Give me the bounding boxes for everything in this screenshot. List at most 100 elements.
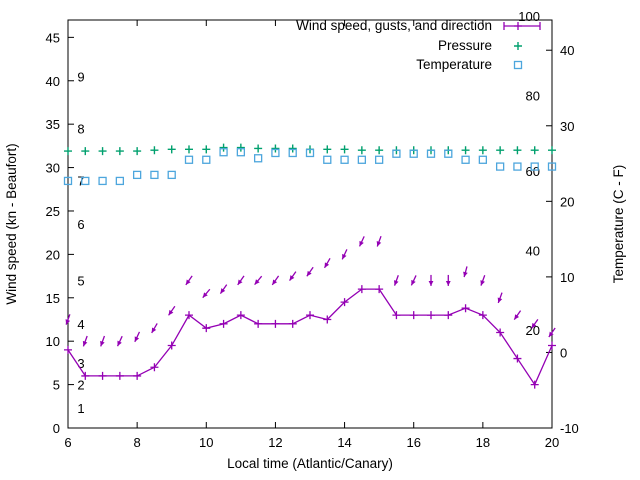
pressure-point bbox=[167, 145, 176, 154]
wind-speed-point bbox=[392, 311, 401, 320]
temperature-point bbox=[392, 149, 401, 158]
pressure-point bbox=[219, 143, 228, 152]
arrow-head bbox=[100, 340, 105, 347]
legend-label-0: Wind speed, gusts, and direction bbox=[296, 18, 492, 33]
wind-direction-arrow bbox=[219, 284, 228, 294]
temperature-point bbox=[409, 149, 418, 158]
fahrenheit-label: 80 bbox=[526, 89, 540, 104]
arrow-head bbox=[445, 280, 451, 286]
x-tick-label: 12 bbox=[268, 435, 282, 450]
arrow-head bbox=[134, 336, 140, 342]
beaufort-scale-labels: 1 2 3 4 5 6 7 8 9 bbox=[77, 69, 84, 416]
wind-speed-point bbox=[357, 285, 366, 294]
beaufort-label: 8 bbox=[77, 122, 84, 137]
beaufort-label: 9 bbox=[77, 69, 84, 84]
arrow-head bbox=[82, 340, 88, 347]
y-tick-label: 15 bbox=[46, 291, 60, 306]
pressure-point bbox=[202, 145, 211, 154]
series-wind-speed bbox=[64, 285, 556, 389]
arrow-head bbox=[237, 279, 243, 285]
wind-speed-point bbox=[513, 354, 522, 363]
wind-speed-line bbox=[67, 288, 553, 386]
x-axis-ticks: 6 8 10 12 14 16 18 20 bbox=[64, 20, 559, 450]
arrow-head bbox=[185, 279, 191, 285]
wind-speed-point bbox=[427, 311, 435, 320]
temperature-point bbox=[530, 162, 539, 171]
x-tick-label: 16 bbox=[406, 435, 420, 450]
y-axis-right-title: Temperature (C - F) bbox=[611, 165, 626, 284]
arrow-head bbox=[220, 288, 226, 294]
wind-speed-point bbox=[375, 285, 384, 294]
wind-speed-point bbox=[64, 345, 72, 354]
arrow-head bbox=[411, 279, 416, 286]
temperature-point bbox=[184, 155, 194, 164]
y2-tick-label: -10 bbox=[560, 421, 579, 436]
wind-direction-arrow bbox=[134, 331, 141, 343]
y-tick-label: 25 bbox=[46, 204, 60, 219]
x-tick-label: 20 bbox=[545, 435, 559, 450]
pressure-point bbox=[98, 147, 107, 156]
pressure-point bbox=[271, 144, 280, 153]
wind-speed-point bbox=[115, 371, 124, 380]
wind-direction-arrow bbox=[497, 292, 503, 304]
arrow-head bbox=[359, 240, 364, 247]
pressure-point bbox=[81, 147, 90, 156]
y-tick-label: 10 bbox=[46, 334, 60, 349]
series-temperature bbox=[63, 148, 557, 186]
wind-direction-arrow bbox=[358, 236, 365, 247]
temperature-point bbox=[374, 155, 384, 164]
wind-direction-arrow bbox=[376, 235, 382, 247]
wind-direction-arrow bbox=[271, 275, 280, 286]
temperature-point bbox=[63, 176, 73, 186]
arrow-head bbox=[463, 271, 468, 278]
arrow-head bbox=[202, 292, 208, 298]
temperature-point bbox=[513, 162, 522, 171]
wind-speed-point bbox=[530, 380, 539, 389]
wind-speed-point bbox=[167, 341, 176, 350]
temperature-point bbox=[202, 155, 211, 164]
wind-direction-arrow bbox=[548, 327, 556, 338]
pressure-point bbox=[340, 145, 349, 154]
arrow-head bbox=[428, 280, 434, 286]
y-tick-label: 5 bbox=[53, 378, 60, 393]
fahrenheit-scale-labels: 20 40 60 80 100 bbox=[518, 9, 540, 338]
arrow-head bbox=[254, 279, 260, 285]
arrow-head bbox=[272, 279, 278, 285]
temperature-point bbox=[81, 176, 90, 186]
beaufort-label: 2 bbox=[77, 378, 84, 393]
wind-direction-arrow bbox=[65, 314, 71, 325]
wind-direction-arrow bbox=[480, 275, 486, 286]
beaufort-label: 3 bbox=[77, 356, 84, 371]
y-tick-label: 30 bbox=[46, 161, 60, 176]
temperature-point bbox=[219, 148, 228, 157]
fahrenheit-label: 40 bbox=[526, 243, 540, 258]
legend-square-marker bbox=[513, 60, 523, 70]
y-axis-right-ticks: -10 0 10 20 30 40 bbox=[546, 43, 579, 436]
wind-speed-point bbox=[340, 298, 349, 307]
wind-direction-arrow bbox=[289, 271, 297, 281]
temperature-point bbox=[426, 149, 436, 158]
y-tick-label: 35 bbox=[46, 117, 60, 132]
wind-direction-arrow bbox=[116, 335, 123, 347]
temperature-point bbox=[495, 162, 505, 171]
arrow-head bbox=[342, 253, 347, 260]
wind-speed-point bbox=[548, 341, 556, 350]
fahrenheit-label: 100 bbox=[518, 9, 540, 24]
arrow-head bbox=[548, 331, 554, 338]
x-tick-label: 14 bbox=[337, 435, 351, 450]
pressure-point bbox=[236, 143, 245, 152]
wind-speed-point bbox=[306, 311, 314, 320]
x-tick-label: 18 bbox=[476, 435, 490, 450]
legend-plus-marker bbox=[514, 42, 522, 50]
pressure-point bbox=[254, 144, 263, 153]
x-axis-title: Local time (Atlantic/Canary) bbox=[227, 456, 393, 471]
fahrenheit-label: 20 bbox=[526, 323, 540, 338]
legend-label-1: Pressure bbox=[438, 38, 492, 53]
y2-tick-label: 20 bbox=[560, 194, 574, 209]
temperature-point bbox=[150, 170, 159, 180]
arrow-head bbox=[480, 280, 485, 286]
wind-direction-arrow bbox=[237, 275, 245, 286]
wind-speed-point bbox=[461, 304, 470, 313]
wind-speed-point bbox=[133, 371, 142, 380]
wind-speed-point bbox=[478, 311, 487, 320]
